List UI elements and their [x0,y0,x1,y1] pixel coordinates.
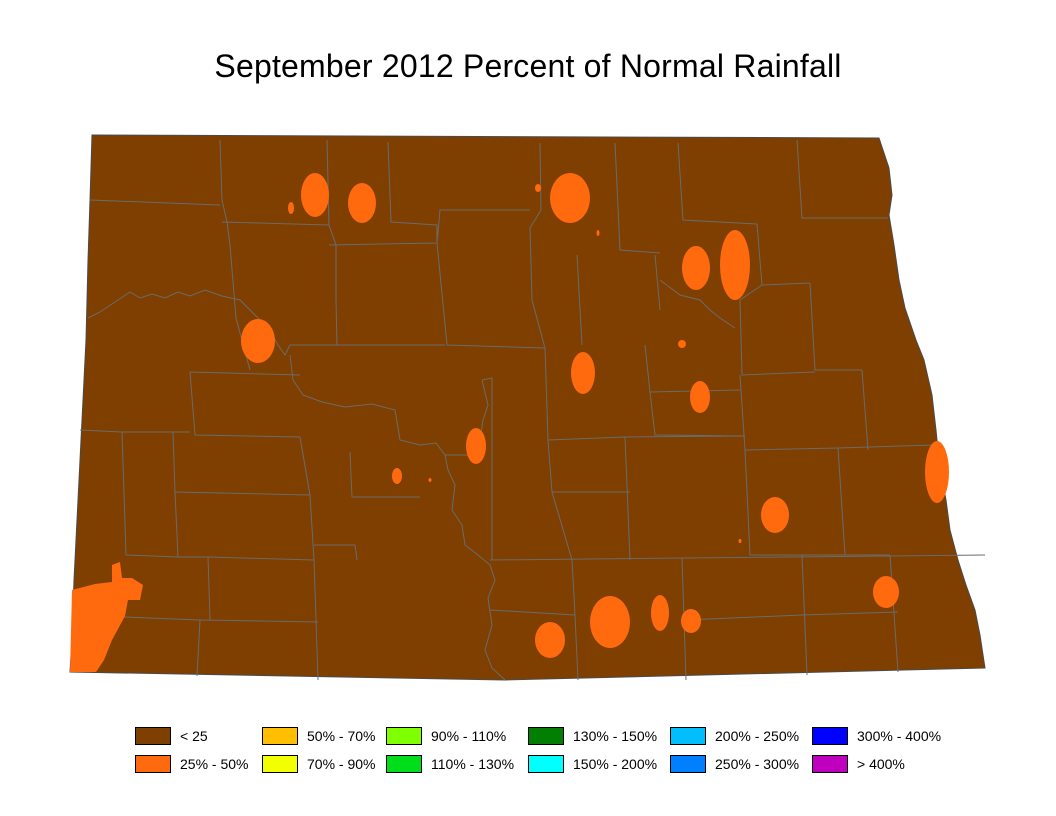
rainfall-patch [682,246,710,290]
legend-swatch [670,755,706,773]
legend-swatch [262,727,298,745]
rainfall-patch [392,468,402,484]
rainfall-patch [348,183,376,223]
legend-swatch [262,755,298,773]
rainfall-patch [678,340,686,348]
rainfall-patch [70,562,143,672]
rainfall-patch [596,230,600,236]
legend-swatch [386,755,422,773]
state-outline [69,134,986,681]
rainfall-25-50-patches [70,173,949,672]
legend-label: 70% - 90% [307,756,376,772]
rainfall-patch [925,441,949,503]
rainfall-patch [535,184,541,192]
rainfall-patch [550,173,590,223]
legend-label: 130% - 150% [573,728,658,744]
rainfall-patch [466,428,486,464]
legend-label: 25% - 50% [180,756,249,772]
rainfall-patch [720,230,750,300]
legend-label: < 25 [180,728,208,744]
rainfall-patch [428,478,432,482]
rainfall-patch [301,173,329,217]
legend-swatch [135,755,171,773]
rainfall-patch [873,576,899,608]
legend-label: 90% - 110% [431,728,507,744]
legend-label: 50% - 70% [307,728,376,744]
rainfall-patch [681,609,701,633]
rainfall-patch [535,622,565,658]
rainfall-patch [241,319,275,363]
rainfall-patch [761,497,789,533]
map-title: September 2012 Percent of Normal Rainfal… [214,48,842,84]
rainfall-patch [651,595,669,631]
legend-label: 250% - 300% [715,756,800,772]
legend-swatch [528,727,564,745]
rainfall-patch [590,596,630,648]
rainfall-patch [690,381,710,413]
legend-swatch [670,727,706,745]
legend-swatch [812,755,848,773]
legend-label: 200% - 250% [715,728,800,744]
county-boundaries [73,139,986,681]
legend-swatch [528,755,564,773]
legend-swatch [135,727,171,745]
rainfall-patch [571,352,595,394]
rainfall-patch [288,202,294,214]
legend-label: 300% - 400% [857,728,942,744]
legend-swatch [386,727,422,745]
legend-label: 150% - 200% [573,756,658,772]
legend-swatch [812,727,848,745]
rainfall-patch [738,539,742,543]
legend-label: 110% - 130% [431,756,515,772]
legend-label: > 400% [857,756,905,772]
